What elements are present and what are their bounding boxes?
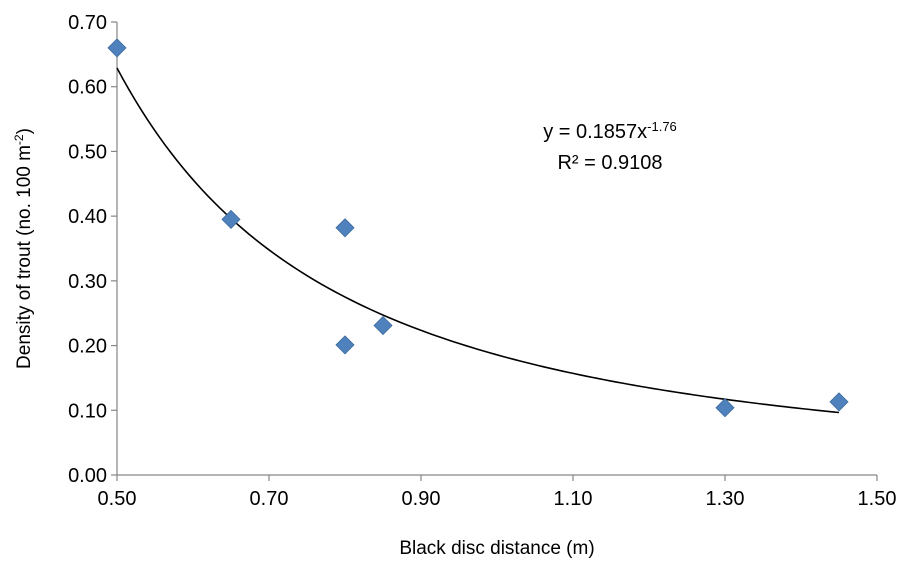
y-axis-title: Density of trout (no. 100 m-2)	[12, 128, 35, 369]
data-point	[107, 38, 127, 58]
x-tick-label: 0.50	[98, 488, 137, 510]
y-axis-ticks: 0.00 0.10 0.20 0.30 0.40 0.50 0.60 0.70	[68, 12, 117, 487]
x-tick-label: 1.30	[706, 488, 745, 510]
x-tick-label: 0.90	[402, 488, 441, 510]
data-points	[107, 38, 849, 418]
x-tick-label: 0.70	[250, 488, 289, 510]
x-tick-label: 1.10	[554, 488, 593, 510]
trendline-equation: y = 0.1857x-1.76	[543, 119, 677, 144]
data-point	[221, 209, 241, 229]
y-tick-label: 0.20	[68, 336, 107, 358]
x-axis-title: Black disc distance (m)	[399, 538, 594, 559]
y-tick-label: 0.00	[68, 465, 107, 487]
data-point	[829, 392, 849, 412]
y-tick-label: 0.60	[68, 77, 107, 99]
y-tick-label: 0.30	[68, 271, 107, 293]
data-point	[335, 335, 355, 355]
x-axis-ticks: 0.50 0.70 0.90 1.10 1.30 1.50	[98, 475, 897, 510]
r-squared-label: R² = 0.9108	[557, 152, 662, 174]
x-tick-label: 1.50	[858, 488, 897, 510]
data-point	[335, 218, 355, 238]
data-point	[373, 315, 393, 336]
y-tick-label: 0.10	[68, 400, 107, 422]
y-tick-label: 0.70	[68, 12, 107, 34]
y-tick-label: 0.40	[68, 206, 107, 228]
y-tick-label: 0.50	[68, 141, 107, 163]
data-point	[715, 398, 735, 418]
axes	[116, 22, 877, 476]
power-trendline	[116, 67, 840, 414]
